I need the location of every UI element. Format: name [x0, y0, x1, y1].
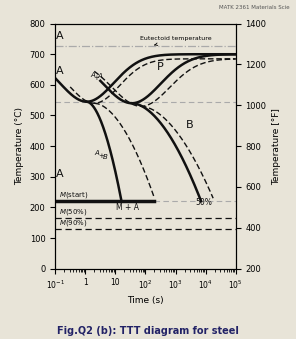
Text: $M$(start): $M$(start) [59, 190, 88, 200]
Y-axis label: Temperature [°F]: Temperature [°F] [272, 108, 281, 184]
Y-axis label: Temperature (°C): Temperature (°C) [15, 107, 24, 185]
Text: +: + [94, 75, 100, 81]
Text: A: A [56, 66, 63, 76]
Text: $M$(90%): $M$(90%) [59, 218, 87, 228]
Text: A: A [56, 169, 63, 179]
Text: A: A [56, 31, 63, 41]
Text: +: + [98, 153, 104, 159]
Text: $M$(50%): $M$(50%) [59, 207, 87, 217]
Text: Fig.Q2 (b): TTT diagram for steel: Fig.Q2 (b): TTT diagram for steel [57, 326, 239, 336]
Text: B: B [186, 120, 194, 130]
Text: M + A: M + A [116, 203, 139, 212]
Text: P: P [156, 62, 163, 72]
Text: A: A [97, 73, 102, 79]
Text: B: B [102, 154, 107, 160]
X-axis label: Time (s): Time (s) [127, 296, 164, 305]
Text: Eutectoid temperature: Eutectoid temperature [140, 36, 211, 45]
Text: 50%: 50% [196, 198, 213, 207]
Text: A: A [95, 150, 99, 156]
Text: A: A [91, 72, 95, 78]
Text: MATK 2361 Materials Scie: MATK 2361 Materials Scie [219, 5, 290, 10]
